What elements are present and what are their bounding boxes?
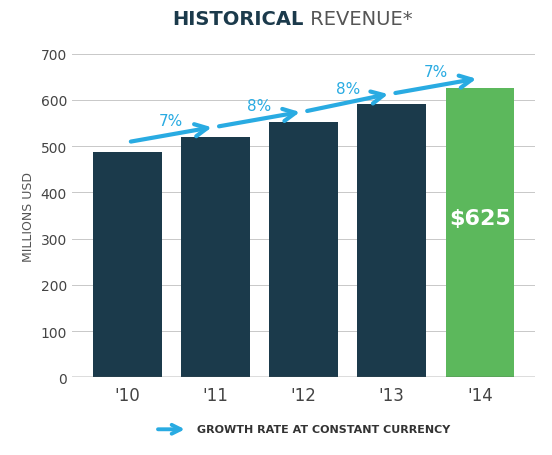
Text: REVENUE*: REVENUE* (304, 10, 412, 29)
Bar (357, 105, 426, 378)
Text: 7%: 7% (159, 114, 183, 129)
Text: 8%: 8% (247, 98, 272, 113)
Bar (181, 138, 250, 378)
Bar (269, 122, 338, 378)
Text: GROWTH RATE AT CONSTANT CURRENCY: GROWTH RATE AT CONSTANT CURRENCY (197, 425, 450, 435)
Text: 8%: 8% (336, 82, 360, 97)
Text: $625: $625 (449, 209, 511, 229)
Bar (445, 89, 514, 378)
Text: HISTORICAL: HISTORICAL (172, 10, 304, 29)
Bar (93, 153, 162, 378)
Text: 7%: 7% (424, 65, 448, 80)
Y-axis label: MILLIONS USD: MILLIONS USD (22, 171, 35, 261)
